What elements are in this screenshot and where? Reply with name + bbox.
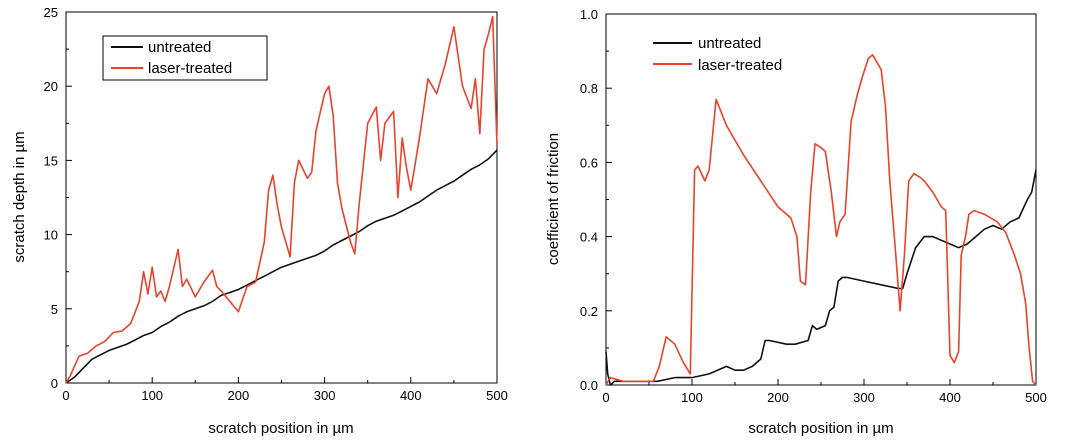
y-tick-label: 0.0: [580, 378, 598, 393]
series-line-untreated: [65, 149, 498, 384]
y-tick-label: 0: [51, 376, 58, 391]
y-tick-label: 5: [51, 302, 58, 317]
legend: untreated laser-treated: [102, 35, 268, 81]
x-tick-labels: 0 100 200 300 400 500: [62, 388, 507, 403]
x-tick-label: 500: [486, 388, 508, 403]
x-tick-label: 500: [1025, 390, 1047, 405]
legend-box: [102, 35, 268, 81]
y-axis-label: scratch depth in µm: [11, 131, 28, 262]
x-tick-label: 400: [939, 390, 961, 405]
y-ticks: [66, 11, 72, 384]
x-tick-label: 300: [314, 388, 336, 403]
x-tick-label: 0: [62, 388, 69, 403]
x-axis-label: scratch position in µm: [208, 420, 353, 437]
y-tick-label: 0.6: [580, 155, 598, 170]
x-tick-label: 100: [681, 390, 703, 405]
x-tick-label: 200: [767, 390, 789, 405]
x-tick-label: 100: [141, 388, 163, 403]
x-axis-label: scratch position in µm: [748, 420, 893, 437]
y-tick-labels: 0.0 0.2 0.4 0.6 0.8 1.0: [580, 7, 598, 393]
friction-chart: 0 100 200 300 400 500 0.0 0.2 0.4 0.6 0.8 1.0 scra…: [545, 7, 1047, 437]
plot-frame: [605, 13, 1037, 386]
x-tick-label: 400: [400, 388, 422, 403]
x-ticks: [65, 377, 498, 383]
x-tick-label: 200: [228, 388, 250, 403]
x-tick-label: 300: [853, 390, 875, 405]
y-tick-label: 15: [44, 153, 58, 168]
x-tick-labels: 0 100 200 300 400 500: [602, 390, 1046, 405]
legend-label-laser-treated: laser-treated: [148, 60, 232, 77]
scratch-depth-chart: 0 100 200 300 400 500 0 5 10 15 20 25 scratch posi…: [11, 5, 508, 437]
series-line-untreated: [605, 169, 1037, 386]
y-tick-label: 0.2: [580, 304, 598, 319]
series-lines: [605, 53, 1037, 386]
series-line-laser-treated: [65, 15, 498, 384]
legend-label-laser-treated: laser-treated: [698, 57, 782, 74]
y-tick-labels: 0 5 10 15 20 25: [44, 5, 58, 391]
x-tick-label: 0: [602, 390, 609, 405]
series-lines: [65, 15, 498, 384]
y-axis-label: coefficient of friction: [545, 133, 562, 265]
x-ticks: [605, 379, 1037, 385]
y-tick-label: 0.8: [580, 81, 598, 96]
y-tick-label: 1.0: [580, 7, 598, 22]
y-tick-label: 0.4: [580, 230, 598, 245]
legend-label-untreated: untreated: [698, 35, 761, 52]
y-tick-label: 10: [44, 228, 58, 243]
y-ticks: [606, 13, 612, 386]
series-line-laser-treated: [605, 53, 1037, 386]
legend-label-untreated: untreated: [148, 39, 211, 56]
y-tick-label: 20: [44, 79, 58, 94]
y-tick-label: 25: [44, 5, 58, 20]
legend: untreated laser-treated: [653, 35, 782, 74]
